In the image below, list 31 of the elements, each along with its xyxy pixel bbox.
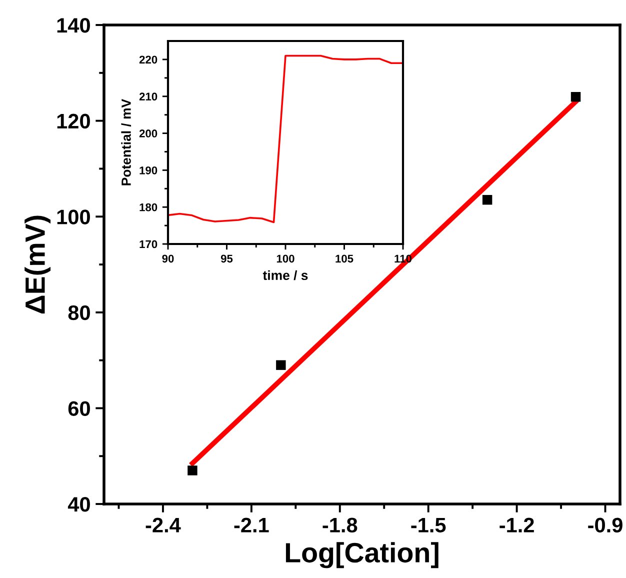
x-axis-title: time / s [262,270,308,280]
point [570,92,581,102]
y-tick-label: 80 [68,305,90,320]
x-tick-label: 95 [220,254,233,263]
y-axis-title: ΔE(mV) [24,216,50,314]
line-series [168,54,403,224]
x-tick-label: -0.9 [588,518,622,532]
y-tick-label: 170 [140,240,158,248]
point [276,360,286,370]
x-tick-label: 105 [336,254,354,263]
y-tick-label: 100 [57,210,90,224]
x-tick-label: -2.4 [146,518,181,532]
y-tick-label: 60 [68,401,90,416]
y-tick-label: 210 [139,92,158,100]
y-tick-label: 220 [139,56,158,64]
y-tick-label: 120 [57,114,90,129]
x-axis-title: Log[Cation] [286,542,438,568]
x-tick-label: -1.5 [411,518,446,532]
x-tick-label: 100 [276,254,294,263]
y-tick-label: 190 [140,166,158,174]
y-axis-title: Potential / mV [121,98,132,186]
point [188,466,198,476]
y-tick-label: 40 [68,497,90,512]
x-tick-label: 90 [162,254,174,263]
y-tick-label: 180 [140,203,158,212]
point [482,194,492,205]
x-tick-label: -1.8 [322,518,358,532]
x-tick-label: -2.1 [234,518,269,532]
y-tick-label: 140 [57,18,90,33]
x-tick-label: -1.2 [500,518,534,532]
y-tick-label: 200 [139,130,158,138]
